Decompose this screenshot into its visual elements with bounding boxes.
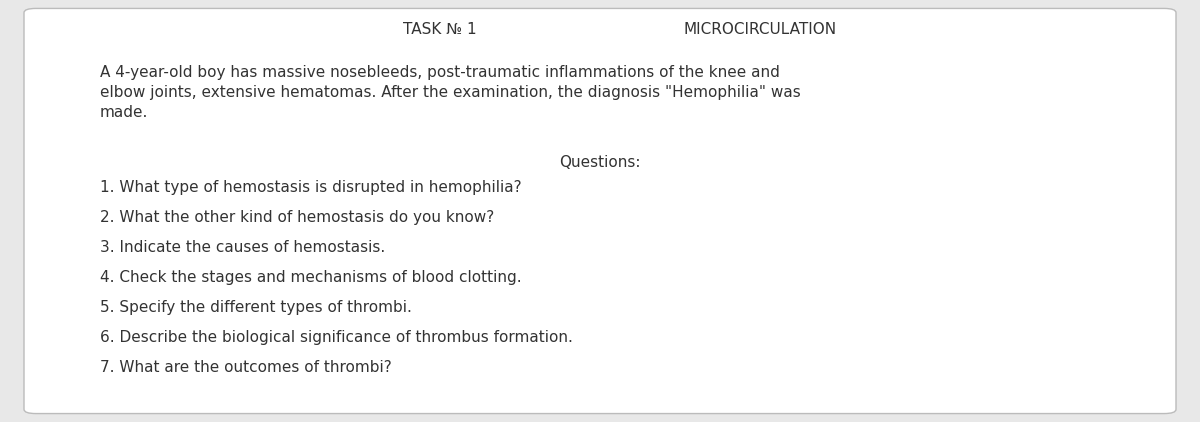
Text: MICROCIRCULATION: MICROCIRCULATION bbox=[684, 22, 836, 37]
Text: 3. Indicate the causes of hemostasis.: 3. Indicate the causes of hemostasis. bbox=[100, 240, 385, 255]
Text: elbow joints, extensive hematomas. After the examination, the diagnosis "Hemophi: elbow joints, extensive hematomas. After… bbox=[100, 85, 800, 100]
Text: made.: made. bbox=[100, 105, 149, 120]
Text: TASK № 1: TASK № 1 bbox=[403, 22, 476, 37]
Text: 6. Describe the biological significance of thrombus formation.: 6. Describe the biological significance … bbox=[100, 330, 572, 345]
Text: Questions:: Questions: bbox=[559, 155, 641, 170]
Text: 7. What are the outcomes of thrombi?: 7. What are the outcomes of thrombi? bbox=[100, 360, 391, 375]
Text: 1. What type of hemostasis is disrupted in hemophilia?: 1. What type of hemostasis is disrupted … bbox=[100, 180, 522, 195]
Text: A 4-year-old boy has massive nosebleeds, post-traumatic inflammations of the kne: A 4-year-old boy has massive nosebleeds,… bbox=[100, 65, 780, 80]
Text: 2. What the other kind of hemostasis do you know?: 2. What the other kind of hemostasis do … bbox=[100, 210, 494, 225]
Text: 4. Check the stages and mechanisms of blood clotting.: 4. Check the stages and mechanisms of bl… bbox=[100, 270, 522, 285]
Text: 5. Specify the different types of thrombi.: 5. Specify the different types of thromb… bbox=[100, 300, 412, 315]
